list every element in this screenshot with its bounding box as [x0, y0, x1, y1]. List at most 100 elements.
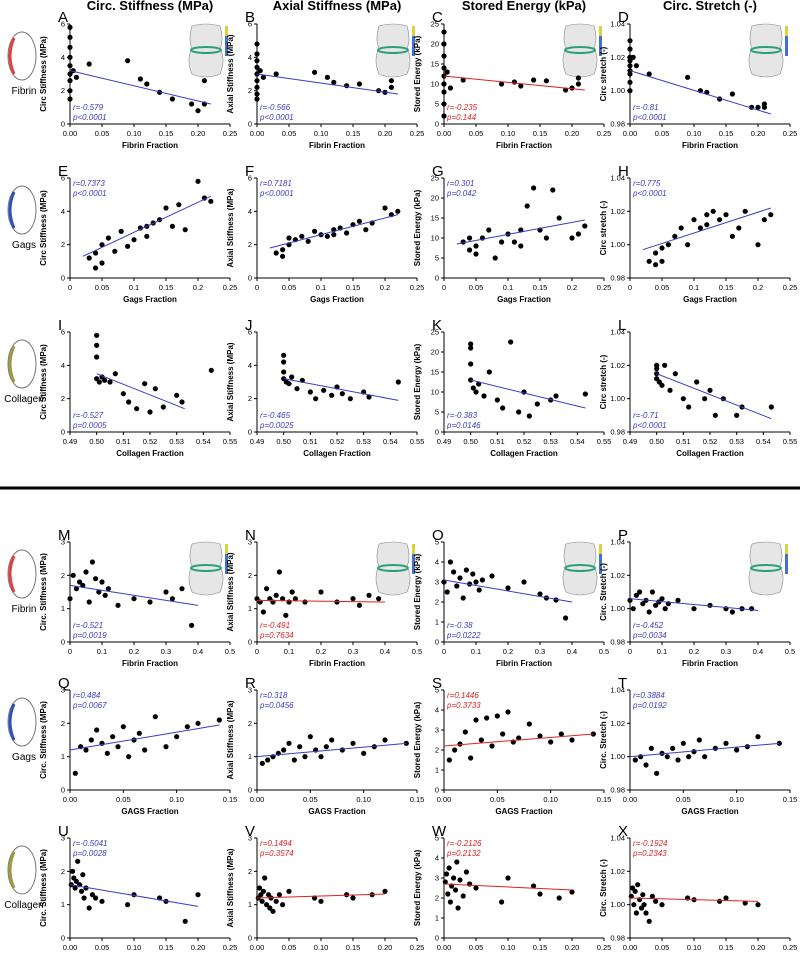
data-point — [473, 579, 479, 585]
data-point — [441, 53, 447, 59]
panel: S 0 1 2 3 4 5 0.00 0.05 0.10 0.15 GAGS Fraction Stor… — [413, 675, 611, 816]
column-header: Axial Stiffness (MPa) — [273, 0, 402, 13]
data-point — [662, 362, 668, 368]
data-point — [443, 871, 450, 877]
data-point — [630, 606, 636, 612]
data-point — [494, 713, 500, 719]
stat-annotation: r=-0.521 — [73, 621, 103, 630]
panel-letter: O — [432, 527, 444, 544]
panel: H 0.98 1.00 1.02 1.04 0 0.05 0.1 0.15 0.2 0.25 Gags… — [599, 163, 797, 304]
x-tick-label: 0.25 — [223, 943, 238, 950]
y-tick-label: 4 — [435, 854, 439, 863]
data-point — [83, 747, 89, 753]
data-point — [324, 233, 330, 239]
x-tick-label: 0.25 — [410, 129, 425, 138]
data-point — [201, 195, 207, 201]
x-tick-label: 0.15 — [719, 283, 734, 292]
panel-letter: M — [58, 527, 71, 544]
data-point — [476, 587, 482, 593]
colorbar — [225, 544, 228, 574]
data-point — [94, 332, 100, 338]
data-point — [81, 895, 87, 901]
data-point — [704, 212, 710, 218]
tissue-highlight — [8, 191, 16, 229]
data-point — [270, 908, 276, 914]
panel: R 0 1 2 3 0.00 0.05 0.10 0.15 GAGS Fraction Axial … — [226, 675, 424, 816]
x-tick-label: 0.15 — [533, 943, 548, 950]
data-point — [125, 243, 131, 249]
x-axis-label: GAGS Fraction — [495, 807, 552, 816]
mesh-inset — [188, 541, 224, 596]
y-tick-label: 0 — [435, 428, 439, 437]
fit-line — [69, 70, 211, 105]
colorbar — [599, 544, 602, 574]
x-tick-label: 0.50 — [463, 437, 478, 446]
stat-annotation: p=0.0028 — [72, 849, 107, 858]
data-point — [462, 729, 468, 735]
x-tick-label: 0.00 — [63, 129, 78, 138]
fit-line — [256, 893, 386, 899]
y-tick-label: 5 — [435, 686, 439, 695]
data-point — [72, 885, 78, 891]
stat-annotation: p<0.0001 — [72, 113, 107, 122]
x-tick-label: 0.1 — [471, 647, 481, 656]
stat-annotation: r=0.7181 — [260, 179, 292, 188]
data-point — [281, 359, 287, 365]
data-point — [460, 77, 466, 83]
data-point — [575, 81, 582, 87]
x-tick-label: 0.05 — [469, 943, 484, 950]
data-point — [356, 218, 362, 224]
data-point — [441, 41, 447, 47]
data-point — [694, 379, 700, 385]
data-point — [260, 609, 266, 615]
y-tick-label: 0 — [61, 428, 65, 437]
data-point — [312, 228, 318, 234]
data-point — [67, 34, 73, 40]
y-tick-label: 0.98 — [610, 934, 625, 943]
data-point — [648, 745, 654, 751]
colorbar-top — [599, 26, 602, 36]
x-tick-label: 0.5 — [785, 647, 795, 656]
y-tick-label: 1.02 — [610, 719, 625, 728]
y-tick-label: 2 — [61, 394, 65, 403]
y-tick-label: 10 — [431, 234, 439, 243]
data-point — [93, 250, 99, 256]
x-tick-label: 0.53 — [729, 437, 744, 446]
x-tick-label: 0.10 — [687, 943, 702, 950]
data-point — [329, 392, 335, 398]
x-axis-label: Collagen Fraction — [490, 449, 558, 458]
data-point — [366, 394, 372, 400]
row-label: Fibrin — [11, 604, 36, 615]
data-point — [273, 592, 279, 598]
x-tick-label: 0.05 — [490, 795, 505, 804]
data-point — [640, 892, 646, 898]
x-tick-label: 0.52 — [143, 437, 158, 446]
data-point — [685, 74, 691, 80]
data-point — [331, 232, 337, 238]
data-point — [441, 81, 447, 87]
x-axis-label: Collagen Fraction — [116, 449, 184, 458]
data-point — [511, 79, 517, 85]
x-tick-label: 0.51 — [303, 437, 318, 446]
y-tick-label: 20 — [431, 40, 439, 49]
x-tick-label: 0.4 — [567, 647, 577, 656]
data-point — [467, 881, 473, 887]
data-point — [93, 895, 99, 901]
x-tick-label: 0.55 — [223, 437, 238, 446]
data-point — [470, 385, 476, 391]
x-tick-label: 0.00 — [623, 795, 638, 804]
column-header: Stored Energy (kPa) — [462, 0, 586, 13]
data-point — [339, 747, 345, 753]
data-point — [262, 875, 268, 881]
data-point — [131, 892, 137, 898]
data-point — [67, 54, 73, 60]
y-tick-label: 4 — [61, 361, 65, 370]
y-tick-label: 15 — [431, 368, 439, 377]
data-point — [286, 888, 292, 894]
panel-letter: U — [58, 823, 69, 840]
x-tick-label: 0.1 — [284, 647, 294, 656]
data-point — [717, 898, 723, 904]
y-tick-label: 2 — [435, 894, 439, 903]
data-point — [447, 85, 453, 91]
stat-annotation: r=-0.491 — [260, 621, 290, 630]
